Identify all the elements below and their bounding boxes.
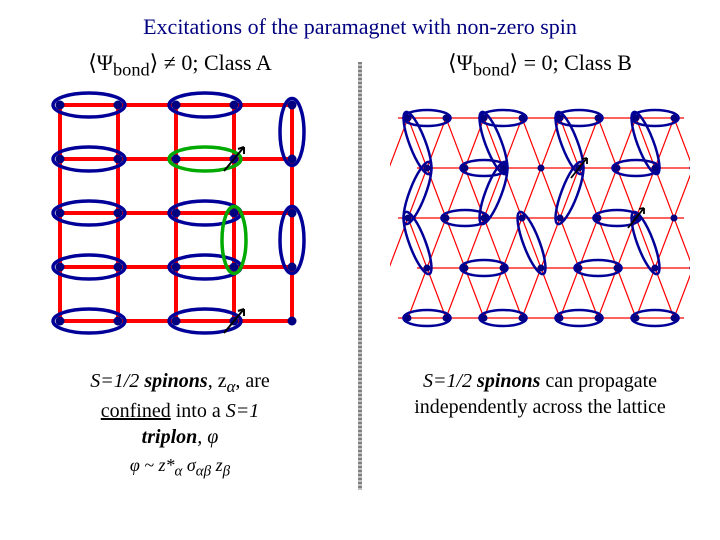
triplon-equation: φ ~ z*α σαβ zβ <box>15 454 345 482</box>
class-a-column: ⟨Ψbond⟩ ≠ 0; Class A S=1/2 spinons, zα, … <box>15 50 345 482</box>
class-a-caption: S=1/2 spinons, zα, are confined into a S… <box>15 368 345 482</box>
class-b-label: ⟨Ψbond⟩ = 0; Class B <box>375 50 705 80</box>
class-b-column: ⟨Ψbond⟩ = 0; Class B S=1/2 spinons can p… <box>375 50 705 482</box>
page-title: Excitations of the paramagnet with non-z… <box>0 0 720 40</box>
class-b-caption: S=1/2 spinons can propagate independentl… <box>375 368 705 420</box>
class-a-label: ⟨Ψbond⟩ ≠ 0; Class A <box>15 50 345 80</box>
column-divider <box>358 62 362 490</box>
class-b-diagram <box>390 90 690 350</box>
class-a-diagram <box>30 90 330 350</box>
